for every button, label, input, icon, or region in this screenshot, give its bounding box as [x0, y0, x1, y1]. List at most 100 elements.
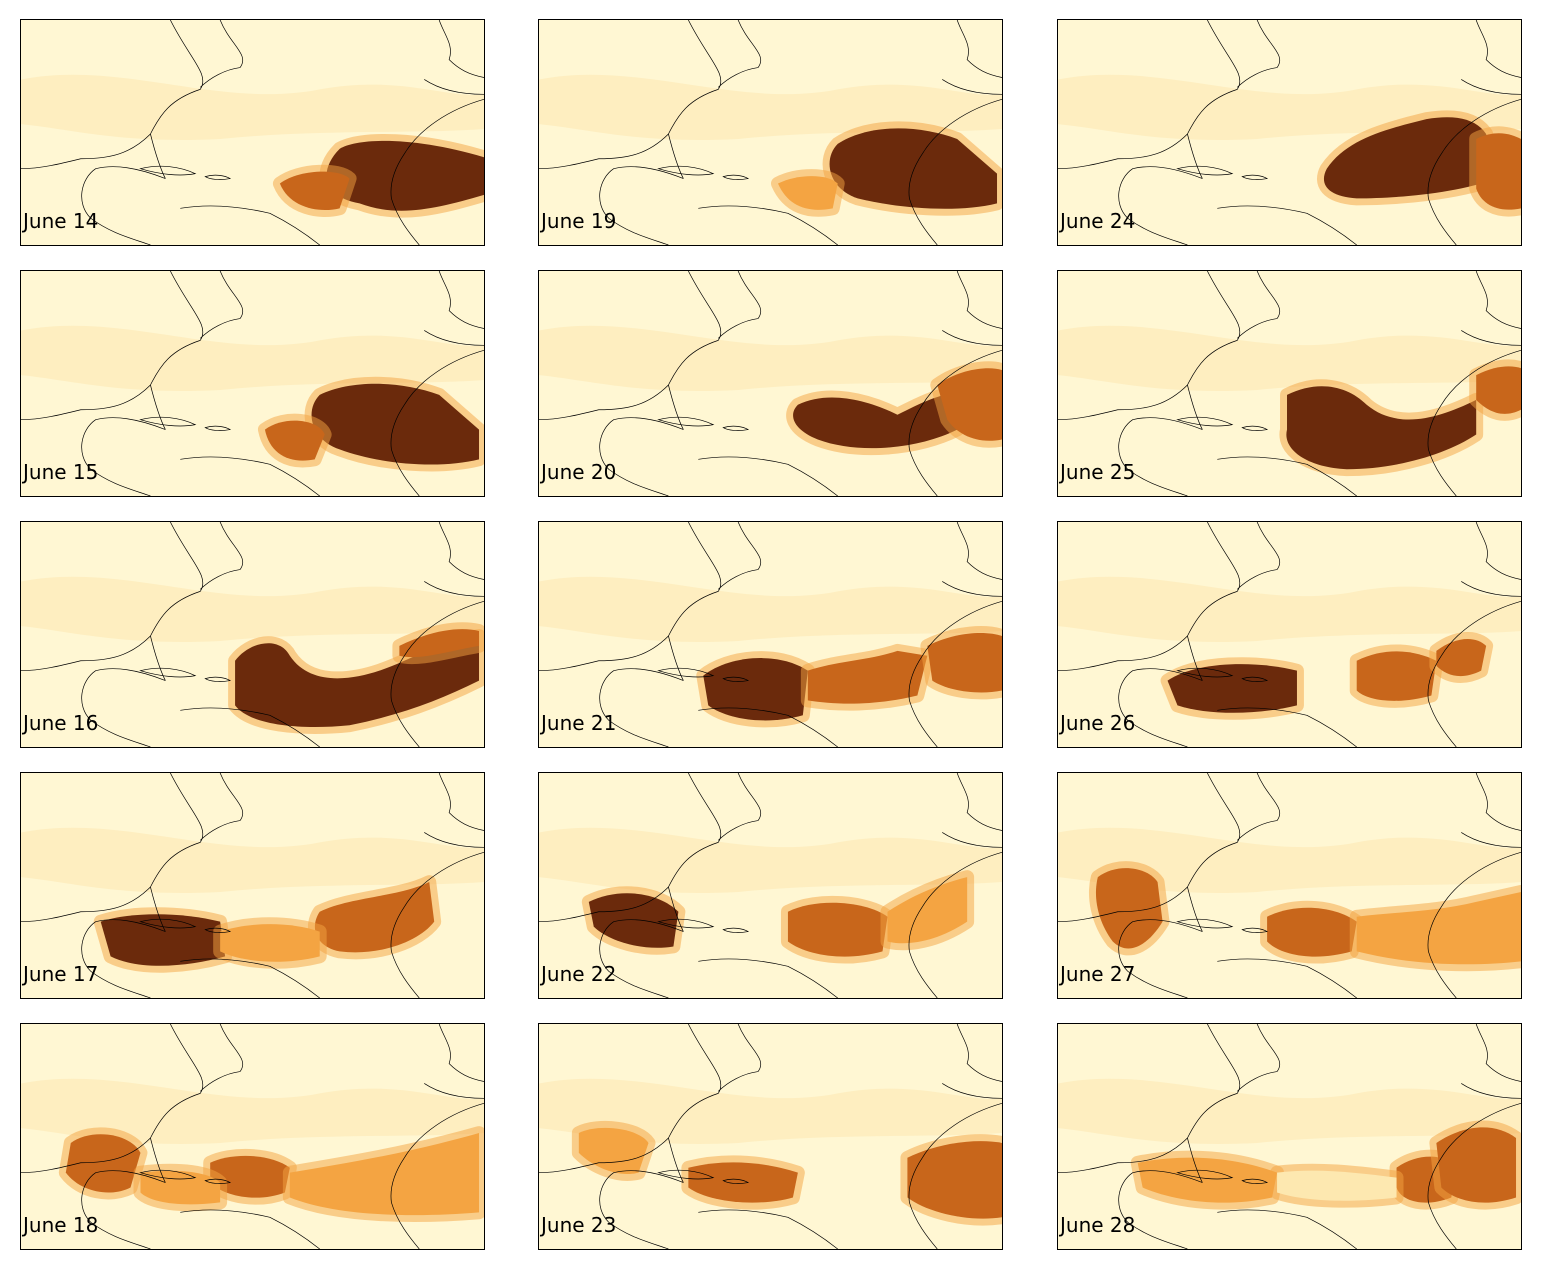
coastline [668, 384, 684, 430]
coastline [1058, 1024, 1241, 1174]
coastline [1176, 918, 1234, 929]
coastline [81, 919, 166, 998]
coastline [150, 133, 166, 179]
coastline [908, 851, 1002, 998]
dust-plume [326, 140, 484, 211]
map-panel: June 19 [538, 19, 1003, 246]
coastline [956, 773, 1002, 831]
coastline [438, 522, 484, 580]
coastline [180, 205, 320, 245]
coastline [204, 174, 232, 180]
date-label: June 17 [23, 962, 99, 986]
date-label: June 14 [23, 209, 99, 233]
dust-plume [1356, 891, 1521, 965]
date-label: June 19 [541, 209, 617, 233]
coastline [150, 886, 166, 932]
coastline [1176, 1169, 1234, 1180]
coastline [424, 832, 484, 848]
coastline [698, 707, 838, 747]
coastline [21, 271, 204, 421]
dust-plume [807, 650, 928, 704]
dust-plume [887, 877, 968, 944]
dust-map [1058, 271, 1521, 496]
dust-plume [777, 176, 838, 210]
coastline [722, 174, 750, 180]
dust-plume [907, 1141, 1002, 1219]
coastline [539, 1024, 722, 1174]
coastline [438, 1024, 484, 1082]
coastline [390, 1102, 484, 1249]
map-panel: June 15 [20, 270, 485, 497]
coastline [668, 635, 684, 681]
coastline [717, 20, 762, 88]
dust-plume [1137, 1157, 1278, 1203]
coastline [1236, 773, 1281, 841]
dust-plume [829, 128, 998, 209]
coastline [599, 166, 684, 245]
date-label: June 20 [541, 460, 617, 484]
coastline [1118, 919, 1203, 998]
map-panel: June 25 [1057, 270, 1522, 497]
dust-plume [65, 1134, 141, 1193]
coastline [539, 20, 722, 170]
coastline [21, 1024, 204, 1174]
coastline [942, 1083, 1002, 1099]
coastline [539, 522, 722, 672]
coastline [1241, 1178, 1269, 1184]
map-panel: June 27 [1057, 772, 1522, 999]
dust-plume [927, 633, 1002, 693]
coastline [1427, 1102, 1521, 1249]
date-label: June 15 [23, 460, 99, 484]
dust-plume [1323, 117, 1497, 199]
dust-haze [1058, 1078, 1521, 1144]
dust-haze [539, 576, 1002, 642]
coastline [180, 456, 320, 496]
coastline [1475, 1024, 1521, 1082]
dust-plume [688, 1162, 798, 1203]
coastline [81, 1170, 166, 1249]
dust-haze [539, 827, 1002, 893]
dust-map [1058, 20, 1521, 245]
coastline [908, 349, 1002, 496]
dust-plume [1476, 366, 1521, 414]
coastline [1217, 1209, 1357, 1249]
dust-map [1058, 1024, 1521, 1249]
coastline [1176, 416, 1234, 427]
coastline [180, 1209, 320, 1249]
dust-map [21, 1024, 484, 1249]
dust-plume [1167, 664, 1297, 713]
dust-haze [539, 1078, 1002, 1144]
coastline [956, 271, 1002, 329]
coastline [657, 667, 715, 678]
dust-plume [399, 629, 480, 658]
coastline [1187, 635, 1203, 681]
coastline [1241, 676, 1269, 682]
date-label: June 23 [541, 1213, 617, 1237]
dust-haze [1058, 827, 1521, 893]
dust-haze [21, 1078, 484, 1144]
coastline [717, 773, 762, 841]
map-panel: June 18 [20, 1023, 485, 1250]
coastline [139, 918, 197, 929]
coastline [1236, 1024, 1281, 1092]
dust-haze [21, 827, 484, 893]
dust-plume [210, 1155, 290, 1198]
coastline [199, 1024, 244, 1092]
coastline [539, 271, 722, 421]
coastline [1427, 600, 1521, 747]
coastline [1187, 1137, 1203, 1183]
coastline [1461, 79, 1521, 95]
date-label: June 27 [1060, 962, 1136, 986]
coastline [438, 20, 484, 78]
map-panel: June 23 [538, 1023, 1003, 1250]
coastline [698, 1209, 838, 1249]
dust-plume [279, 171, 350, 211]
dust-map [539, 20, 1002, 245]
coastline [199, 773, 244, 841]
coastline [942, 832, 1002, 848]
coastline [150, 635, 166, 681]
coastline [908, 600, 1002, 747]
coastline [21, 20, 204, 170]
coastline [1118, 668, 1203, 747]
